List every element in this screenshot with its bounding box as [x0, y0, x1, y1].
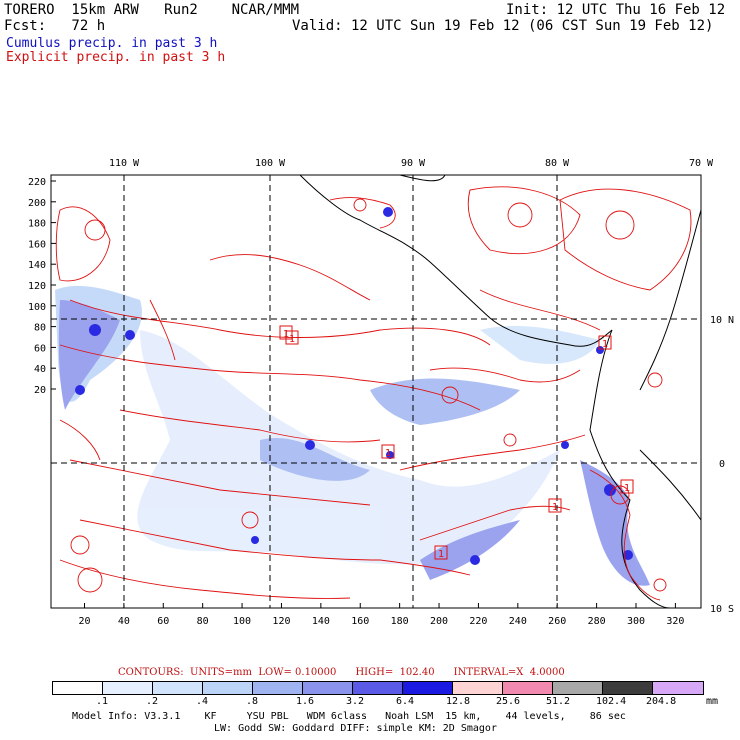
y-tick-label: 40: [34, 364, 46, 375]
y-tick-label: 200: [28, 198, 46, 209]
contour-marker-box: [434, 545, 448, 560]
latitude-label: 10 N: [710, 315, 734, 326]
legend-label: .1: [96, 696, 109, 707]
legend-swatch: [203, 682, 253, 694]
contour-marker-label: 1: [624, 483, 630, 494]
legend-label: 12.8: [446, 696, 471, 707]
y-tick-label: 220: [28, 177, 46, 188]
contour-marker-label: 1: [602, 339, 608, 350]
legend-swatch: [503, 682, 553, 694]
y-tick-label: 100: [28, 302, 46, 313]
longitude-label: 110 W: [109, 158, 140, 169]
contour-marker-label: 1: [385, 448, 391, 459]
x-tick-label: 320: [666, 616, 684, 627]
model-info-line2: LW: Godd SW: Goddard DIFF: simple KM: 2D…: [214, 723, 497, 734]
legend-swatch: [653, 682, 703, 694]
x-tick-label: 240: [509, 616, 527, 627]
y-tick-label: 180: [28, 219, 46, 230]
legend-label: 25.6: [496, 696, 521, 707]
explicit-precip-label: Explicit precip. in past 3 h: [6, 50, 226, 65]
color-legend: [52, 681, 704, 695]
x-tick-label: 20: [78, 616, 90, 627]
x-tick-label: 100: [233, 616, 251, 627]
lat-lon-grid: [51, 175, 701, 608]
legend-label: 3.2: [346, 696, 365, 707]
legend-label: 102.4: [596, 696, 627, 707]
x-tick-label: 60: [157, 616, 169, 627]
legend-swatch: [453, 682, 503, 694]
y-tick-label: 140: [28, 260, 46, 271]
contour-marker-box: [548, 498, 562, 513]
x-tick-label: 200: [430, 616, 448, 627]
legend-unit: mm: [706, 696, 719, 707]
x-tick-label: 160: [351, 616, 369, 627]
legend-swatch: [403, 682, 453, 694]
legend-swatch: [353, 682, 403, 694]
x-tick-label: 180: [391, 616, 409, 627]
legend-label: 204.8: [646, 696, 677, 707]
x-tick-label: 280: [588, 616, 606, 627]
contour-marker-label: 1: [552, 502, 558, 513]
y-tick-label: 60: [34, 343, 46, 354]
x-tick-label: 80: [197, 616, 209, 627]
longitude-label: 90 W: [401, 158, 426, 169]
legend-swatch: [303, 682, 353, 694]
x-tick-label: 140: [312, 616, 330, 627]
legend-label: 1.6: [296, 696, 315, 707]
legend-swatch: [553, 682, 603, 694]
forecast-hour: Fcst: 72 h: [4, 18, 106, 34]
contour-marker-box: [381, 444, 395, 459]
x-tick-label: 300: [627, 616, 645, 627]
model-title: TORERO 15km ARW Run2 NCAR/MMM: [4, 2, 300, 18]
model-info-line1: Model Info: V3.3.1 KF YSU PBL WDM 6class…: [72, 711, 626, 722]
x-tick-label: 220: [469, 616, 487, 627]
x-tick-label: 120: [272, 616, 290, 627]
longitude-label: 70 W: [689, 158, 714, 169]
longitude-label: 100 W: [255, 158, 286, 169]
contour-marker-label: 1: [438, 549, 444, 560]
legend-swatch: [53, 682, 103, 694]
legend-swatch: [153, 682, 203, 694]
latitude-label: 0: [719, 459, 725, 470]
contour-marker-label: 1: [289, 334, 295, 345]
y-tick-label: 20: [34, 385, 46, 396]
coastlines: [299, 175, 701, 608]
contour-marker-box: [285, 330, 299, 345]
cumulus-precip-label: Cumulus precip. in past 3 h: [6, 36, 218, 51]
explicit-precip-contours: [55, 186, 692, 601]
plot-frame: [50, 174, 702, 609]
contour-marker-box: [620, 479, 634, 494]
latitude-label: 10 S: [710, 604, 734, 615]
contours-info: CONTOURS: UNITS=mm LOW= 0.10000 HIGH= 10…: [118, 667, 565, 678]
heavy-cumulus-cores: [75, 207, 633, 565]
x-tick-label: 260: [548, 616, 566, 627]
legend-label: .2: [146, 696, 159, 707]
legend-swatch: [103, 682, 153, 694]
contour-marker-box: [598, 335, 612, 350]
legend-label: .8: [246, 696, 259, 707]
legend-swatch: [603, 682, 653, 694]
legend-label: .4: [196, 696, 209, 707]
y-tick-label: 160: [28, 239, 46, 250]
valid-time: Valid: 12 UTC Sun 19 Feb 12 (06 CST Sun …: [292, 18, 714, 34]
legend-label: 51.2: [546, 696, 571, 707]
legend-label: 6.4: [396, 696, 415, 707]
legend-swatch: [253, 682, 303, 694]
y-tick-label: 120: [28, 281, 46, 292]
longitude-label: 80 W: [545, 158, 570, 169]
x-tick-label: 40: [118, 616, 130, 627]
y-tick-label: 80: [34, 323, 46, 334]
init-time: Init: 12 UTC Thu 16 Feb 12: [506, 2, 726, 18]
